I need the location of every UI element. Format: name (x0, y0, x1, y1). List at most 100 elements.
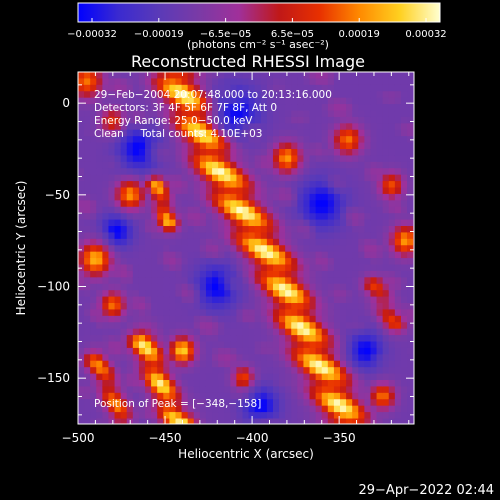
heatmap-cell (303, 104, 311, 112)
heatmap-cell (248, 258, 256, 266)
heatmap-cell (260, 142, 268, 150)
heatmap-cell (218, 367, 225, 375)
heatmap-cell (138, 290, 146, 298)
heatmap-cell (120, 412, 128, 420)
heatmap-cell (272, 251, 280, 259)
heatmap-cell (309, 187, 317, 195)
heatmap-cell (260, 149, 268, 157)
x-axis-ticks: −500 −450 −400 −350 (62, 72, 410, 445)
heatmap-cell (187, 335, 195, 343)
heatmap-cell (376, 335, 384, 343)
heatmap-cell (358, 303, 365, 311)
heatmap-cell (260, 328, 268, 336)
heatmap-cell (285, 405, 292, 413)
heatmap-cell (285, 136, 292, 144)
heatmap-cell (169, 341, 177, 349)
heatmap-cell (364, 219, 372, 227)
heatmap-cell (400, 315, 408, 323)
heatmap-cell (272, 91, 280, 99)
heatmap-cell (205, 136, 213, 144)
heatmap-cell (236, 72, 244, 80)
heatmap-cell (358, 72, 365, 80)
heatmap-cell (151, 181, 158, 189)
heatmap-cell (163, 238, 170, 246)
heatmap-cell (352, 91, 359, 99)
heatmap-cell (138, 328, 146, 336)
heatmap-cell (321, 187, 329, 195)
heatmap-cell (163, 78, 170, 86)
heatmap-cell (224, 200, 231, 208)
heatmap-cell (248, 181, 256, 189)
heatmap-cell (120, 149, 128, 157)
heatmap-cell (236, 399, 244, 407)
heatmap-cell (388, 78, 396, 86)
heatmap-cell (187, 309, 195, 317)
heatmap-cell (205, 245, 213, 253)
heatmap-cell (218, 110, 225, 118)
heatmap-cell (291, 412, 298, 420)
heatmap-cell (327, 412, 335, 420)
heatmap-cell (400, 116, 408, 124)
heatmap-cell (96, 72, 103, 80)
heatmap-cell (193, 213, 201, 221)
heatmap-cell (108, 155, 116, 163)
heatmap-cell (181, 341, 189, 349)
heatmap-cell (352, 149, 359, 157)
heatmap-cell (193, 72, 201, 80)
heatmap-cell (321, 226, 329, 234)
heatmap-cell (279, 200, 286, 208)
heatmap-cell (309, 123, 317, 131)
heatmap-cell (346, 251, 353, 259)
heatmap-cell (84, 309, 91, 317)
heatmap-cell (285, 110, 292, 118)
heatmap-cell (309, 226, 317, 234)
heatmap-cell (181, 347, 189, 355)
heatmap-cell (266, 161, 274, 169)
heatmap-cell (187, 123, 195, 131)
heatmap-cell (285, 418, 292, 424)
heatmap-cell (370, 328, 378, 336)
heatmap-cell (382, 367, 390, 375)
heatmap-cell (114, 270, 122, 278)
heatmap-cell (145, 264, 152, 272)
heatmap-cell (358, 110, 365, 118)
heatmap-cell (157, 347, 164, 355)
heatmap-cell (163, 392, 170, 400)
heatmap-cell (272, 97, 280, 105)
heatmap-cell (138, 264, 146, 272)
heatmap-cell (346, 232, 353, 240)
heatmap-cell (126, 116, 134, 124)
heatmap-cell (163, 187, 170, 195)
heatmap-cell (84, 341, 91, 349)
heatmap-cell (108, 309, 116, 317)
heatmap-cell (126, 174, 134, 182)
heatmap-cell (315, 412, 323, 420)
heatmap-cell (108, 174, 116, 182)
heatmap-cell (132, 328, 140, 336)
heatmap-cell (327, 392, 335, 400)
heatmap-cell (187, 270, 195, 278)
heatmap-cell (309, 418, 317, 424)
heatmap-cell (346, 399, 353, 407)
heatmap-cell (321, 181, 329, 189)
heatmap-cell (224, 187, 231, 195)
heatmap-cell (358, 399, 365, 407)
heatmap-cell (126, 296, 134, 304)
heatmap-cell (327, 91, 335, 99)
heatmap-cell (382, 110, 390, 118)
heatmap-cell (285, 309, 292, 317)
heatmap-cell (96, 104, 103, 112)
heatmap-cell (315, 72, 323, 80)
heatmap-cell (321, 104, 329, 112)
heatmap-cell (400, 238, 408, 246)
heatmap-cell (187, 405, 195, 413)
heatmap-cell (297, 116, 305, 124)
heatmap-cell (400, 200, 408, 208)
heatmap-cell (400, 412, 408, 420)
heatmap-cell (285, 270, 292, 278)
heatmap-cell (303, 129, 311, 137)
heatmap-cell (199, 181, 207, 189)
heatmap-cell (78, 78, 85, 86)
heatmap-cell (315, 360, 323, 368)
heatmap-cell (315, 84, 323, 92)
